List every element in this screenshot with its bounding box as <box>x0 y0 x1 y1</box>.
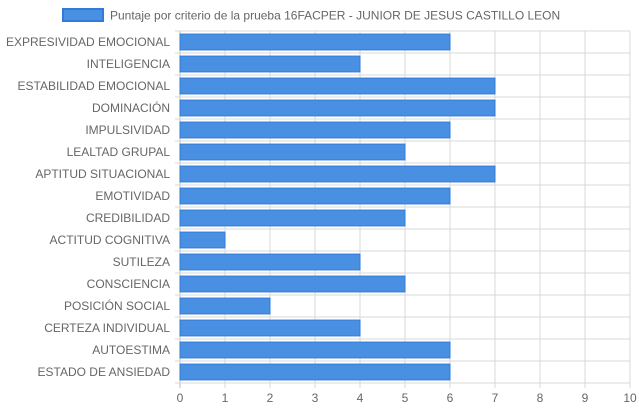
category-label: SUTILEZA <box>113 255 170 269</box>
bar[interactable] <box>179 297 271 315</box>
x-tick-label: 8 <box>537 391 544 405</box>
legend[interactable]: Puntaje por criterio de la prueba 16FACP… <box>62 8 560 23</box>
x-tick-label: 6 <box>447 391 454 405</box>
bar[interactable] <box>179 55 361 73</box>
bar[interactable] <box>179 165 496 183</box>
x-tick-label: 7 <box>492 391 499 405</box>
bar[interactable] <box>179 33 451 51</box>
x-tick-labels: 0 1 2 3 4 5 6 7 8 9 10 <box>177 391 637 405</box>
category-label: INTELIGENCIA <box>87 57 170 71</box>
bar[interactable] <box>179 99 496 117</box>
x-tick-label: 10 <box>623 391 637 405</box>
category-label: CERTEZA INDIVIDUAL <box>44 321 170 335</box>
x-tick-label: 5 <box>402 391 409 405</box>
bar[interactable] <box>179 341 451 359</box>
category-labels: EXPRESIVIDAD EMOCIONAL INTELIGENCIA ESTABI… <box>6 35 170 379</box>
legend-label: Puntaje por criterio de la prueba 16FACP… <box>110 9 560 23</box>
category-label: CONSCIENCIA <box>87 277 170 291</box>
bar[interactable] <box>179 209 406 227</box>
category-label: EXPRESIVIDAD EMOCIONAL <box>6 35 170 49</box>
x-tick-label: 0 <box>177 391 184 405</box>
bar[interactable] <box>179 143 406 161</box>
category-label: LEALTAD GRUPAL <box>67 145 171 159</box>
x-tick-label: 9 <box>582 391 589 405</box>
category-label: POSICIÓN SOCIAL <box>64 298 170 313</box>
bar[interactable] <box>179 363 451 381</box>
legend-swatch <box>62 8 104 22</box>
bar[interactable] <box>179 319 361 337</box>
category-label: IMPULSIVIDAD <box>85 123 170 137</box>
category-label: ESTADO DE ANSIEDAD <box>38 365 171 379</box>
x-tick-label: 4 <box>357 391 364 405</box>
category-label: CREDIBILIDAD <box>86 211 170 225</box>
bar[interactable] <box>179 121 451 139</box>
bar[interactable] <box>179 253 361 271</box>
category-label: ESTABILIDAD EMOCIONAL <box>18 79 171 93</box>
category-label: EMOTIVIDAD <box>95 189 170 203</box>
bars-layer <box>179 33 496 381</box>
category-label: ACTITUD COGNITIVA <box>50 233 170 247</box>
x-tick-label: 1 <box>222 391 229 405</box>
category-label: APTITUD SITUACIONAL <box>35 167 170 181</box>
x-tick-label: 2 <box>267 391 274 405</box>
bar[interactable] <box>179 231 226 249</box>
category-label: DOMINACIÓN <box>92 100 170 115</box>
x-tick-label: 3 <box>312 391 319 405</box>
bar[interactable] <box>179 77 496 95</box>
bar[interactable] <box>179 187 451 205</box>
bar[interactable] <box>179 275 406 293</box>
category-label: AUTOESTIMA <box>92 343 170 357</box>
